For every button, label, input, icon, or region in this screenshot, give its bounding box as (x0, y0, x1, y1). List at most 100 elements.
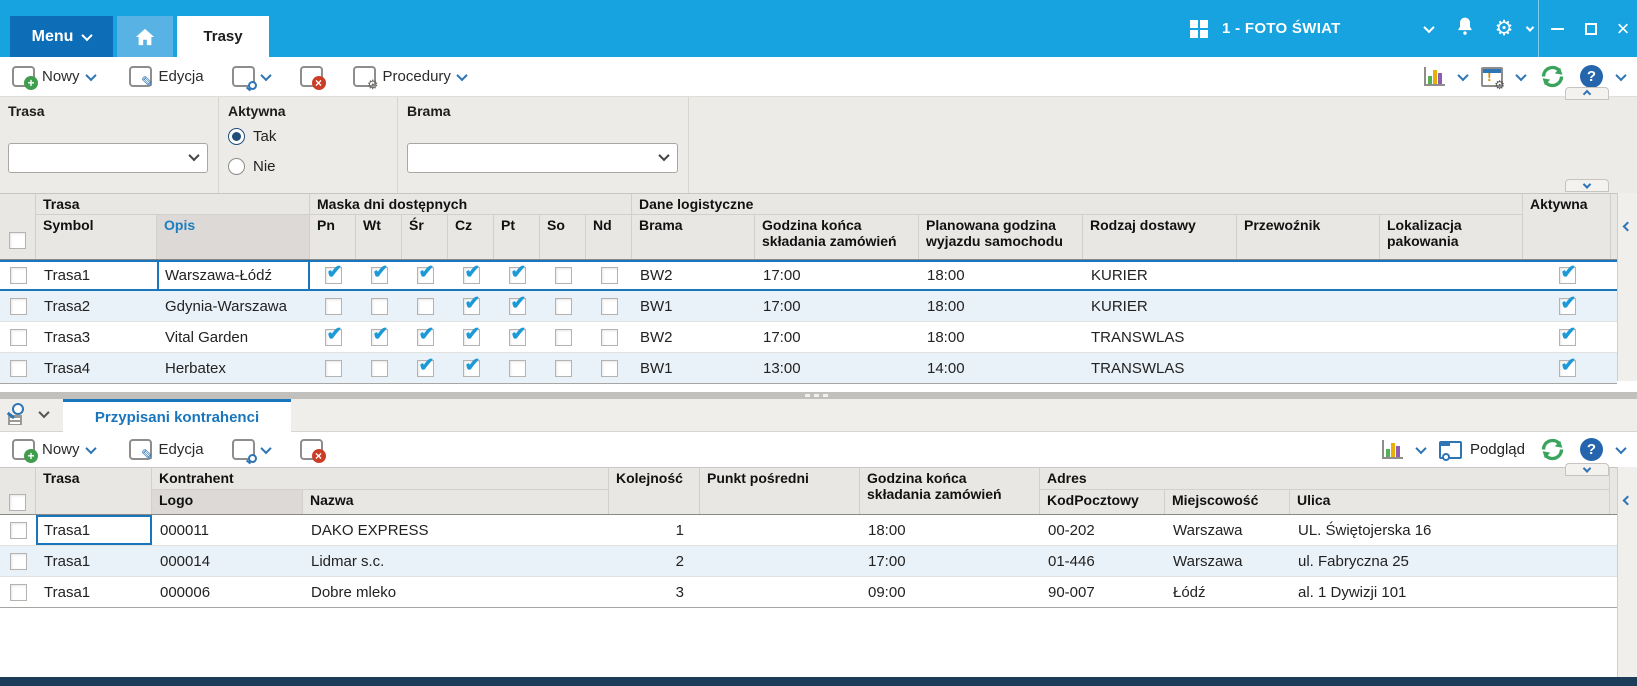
window-close-button[interactable]: × (1616, 15, 1630, 41)
help-icon[interactable]: ? (1580, 65, 1603, 88)
row-select-checkbox[interactable] (9, 521, 27, 539)
day-checkbox[interactable] (416, 354, 434, 377)
column-header-ulica[interactable]: Ulica (1290, 490, 1610, 514)
cell-opis-focused[interactable]: Warszawa-Łódź (157, 260, 310, 291)
cell-punkt[interactable] (700, 577, 860, 607)
cell-symbol[interactable]: Trasa1 (44, 267, 91, 284)
new-kontrahent-button[interactable]: + Nowy (2, 435, 105, 465)
day-checkbox[interactable] (508, 292, 526, 315)
day-checkbox[interactable] (600, 359, 618, 377)
radio-aktywna-tak[interactable]: Tak (228, 128, 276, 145)
cell-brama[interactable]: BW1 (640, 359, 673, 377)
chevron-down-icon[interactable] (259, 442, 272, 454)
error-list-icon[interactable] (1481, 66, 1505, 92)
cell-ulica[interactable]: ul. Fabryczna 25 (1298, 552, 1409, 570)
cell-planowana[interactable]: 18:00 (927, 328, 965, 346)
tab-przypisani-kontrahenci[interactable]: Przypisani kontrahenci (63, 399, 291, 432)
row-select-checkbox[interactable] (9, 583, 27, 601)
day-checkbox[interactable] (416, 297, 434, 315)
cell-nazwa[interactable]: Dobre mleko (311, 583, 397, 601)
cell-opis[interactable]: Vital Garden (165, 328, 249, 346)
day-checkbox[interactable] (416, 323, 434, 346)
day-checkbox[interactable] (324, 297, 342, 315)
table-row[interactable]: Trasa1 000011 DAKO EXPRESS 1 18:00 00-20… (0, 515, 1617, 546)
help-icon[interactable]: ? (1580, 438, 1603, 461)
column-header-brama[interactable]: Brama (632, 215, 755, 259)
window-minimize-button[interactable] (1541, 0, 1573, 57)
cell-lokalizacja[interactable] (1380, 260, 1523, 291)
chevron-down-icon[interactable] (1526, 22, 1535, 32)
day-checkbox[interactable] (554, 359, 572, 377)
table-row[interactable]: Trasa1 000014 Lidmar s.c. 2 17:00 01-446… (0, 546, 1617, 577)
aktywna-checkbox[interactable] (1558, 323, 1576, 346)
collapse-filter-button[interactable] (1565, 179, 1609, 192)
cell-miejscowosc[interactable]: Warszawa (1173, 521, 1243, 539)
column-header-cz[interactable]: Cz (448, 215, 494, 259)
edit-kontrahent-button[interactable]: ✎ Edycja (119, 435, 214, 465)
column-header-pt[interactable]: Pt (494, 215, 540, 259)
delete-button[interactable]: × (290, 62, 333, 92)
search-button[interactable] (222, 62, 280, 92)
notifications-bell-icon[interactable] (1455, 15, 1475, 42)
cell-godzina[interactable]: 09:00 (868, 583, 906, 601)
day-checkbox[interactable] (324, 261, 342, 284)
aktywna-checkbox[interactable] (1558, 261, 1576, 284)
splitter-handle[interactable] (0, 392, 1637, 399)
tab-trasy[interactable]: Trasy (177, 16, 269, 57)
cell-lokalizacja[interactable] (1380, 291, 1523, 321)
delete-button[interactable]: × (290, 435, 333, 465)
chevron-down-icon[interactable] (1615, 442, 1627, 454)
expand-side-panel[interactable] (1617, 193, 1637, 381)
chevron-down-icon[interactable] (84, 442, 97, 454)
day-checkbox[interactable] (370, 359, 388, 377)
column-header-kod[interactable]: KodPocztowy (1040, 490, 1165, 514)
cell-symbol[interactable]: Trasa4 (44, 359, 91, 377)
row-select-checkbox[interactable] (9, 297, 27, 315)
cell-symbol[interactable]: Trasa2 (44, 297, 91, 315)
cell-rodzaj[interactable]: KURIER (1091, 297, 1148, 315)
cell-godzina[interactable]: 18:00 (868, 521, 906, 539)
refresh-icon[interactable] (1539, 436, 1566, 463)
column-header-miejscowosc[interactable]: Miejscowość (1165, 490, 1290, 514)
cell-kolejnosc[interactable]: 1 (675, 521, 684, 539)
cell-punkt[interactable] (700, 515, 860, 545)
row-select-checkbox[interactable] (9, 359, 27, 377)
row-select-checkbox[interactable] (9, 552, 27, 570)
column-header-opis[interactable]: Opis (157, 215, 310, 259)
cell-kolejnosc[interactable]: 2 (675, 552, 684, 570)
cell-nazwa[interactable]: Lidmar s.c. (311, 552, 385, 570)
cell-godzina[interactable]: 17:00 (763, 267, 801, 284)
preview-button[interactable]: Podgląd (1438, 440, 1525, 461)
table-row[interactable]: Trasa1 000006 Dobre mleko 3 09:00 90-007… (0, 577, 1617, 608)
column-header-nazwa[interactable]: Nazwa (303, 490, 609, 514)
cell-logo[interactable]: 000014 (160, 552, 211, 570)
chart-icon[interactable] (1381, 440, 1403, 459)
column-header-kolejnosc[interactable]: Kolejność (609, 468, 700, 514)
chevron-down-icon[interactable] (84, 69, 97, 81)
table-row[interactable]: Trasa3 Vital Garden BW2 17:00 18:00 TRAN… (0, 322, 1617, 353)
chevron-down-icon[interactable] (456, 69, 468, 81)
cell-lokalizacja[interactable] (1380, 322, 1523, 352)
column-header-planowana[interactable]: Planowana godzina wyjazdu samochodu (919, 215, 1083, 259)
new-route-button[interactable]: + Nowy (2, 62, 105, 92)
refresh-icon[interactable] (1539, 63, 1566, 90)
settings-gear-icon[interactable]: ⚙ (1494, 17, 1514, 40)
cell-kolejnosc[interactable]: 3 (675, 583, 684, 601)
table-row[interactable]: Trasa4 Herbatex BW1 13:00 14:00 TRANSWLA… (0, 353, 1617, 384)
day-checkbox[interactable] (508, 359, 526, 377)
home-tab[interactable] (117, 16, 173, 57)
day-checkbox[interactable] (554, 267, 572, 284)
chevron-down-icon[interactable] (1415, 442, 1427, 454)
aktywna-checkbox[interactable] (1558, 292, 1576, 315)
column-header-wt[interactable]: Wt (356, 215, 402, 259)
chevron-down-icon[interactable] (1422, 21, 1435, 33)
cell-brama[interactable]: BW2 (640, 267, 673, 284)
chevron-down-icon[interactable] (1515, 69, 1527, 81)
day-checkbox[interactable] (462, 323, 480, 346)
cell-lokalizacja[interactable] (1380, 353, 1523, 383)
cell-opis[interactable]: Herbatex (165, 359, 226, 377)
day-checkbox[interactable] (554, 328, 572, 346)
column-header-punkt[interactable]: Punkt pośredni (700, 468, 860, 514)
lookup-panel-button[interactable] (8, 403, 50, 425)
radio-aktywna-nie[interactable]: Nie (228, 158, 276, 175)
